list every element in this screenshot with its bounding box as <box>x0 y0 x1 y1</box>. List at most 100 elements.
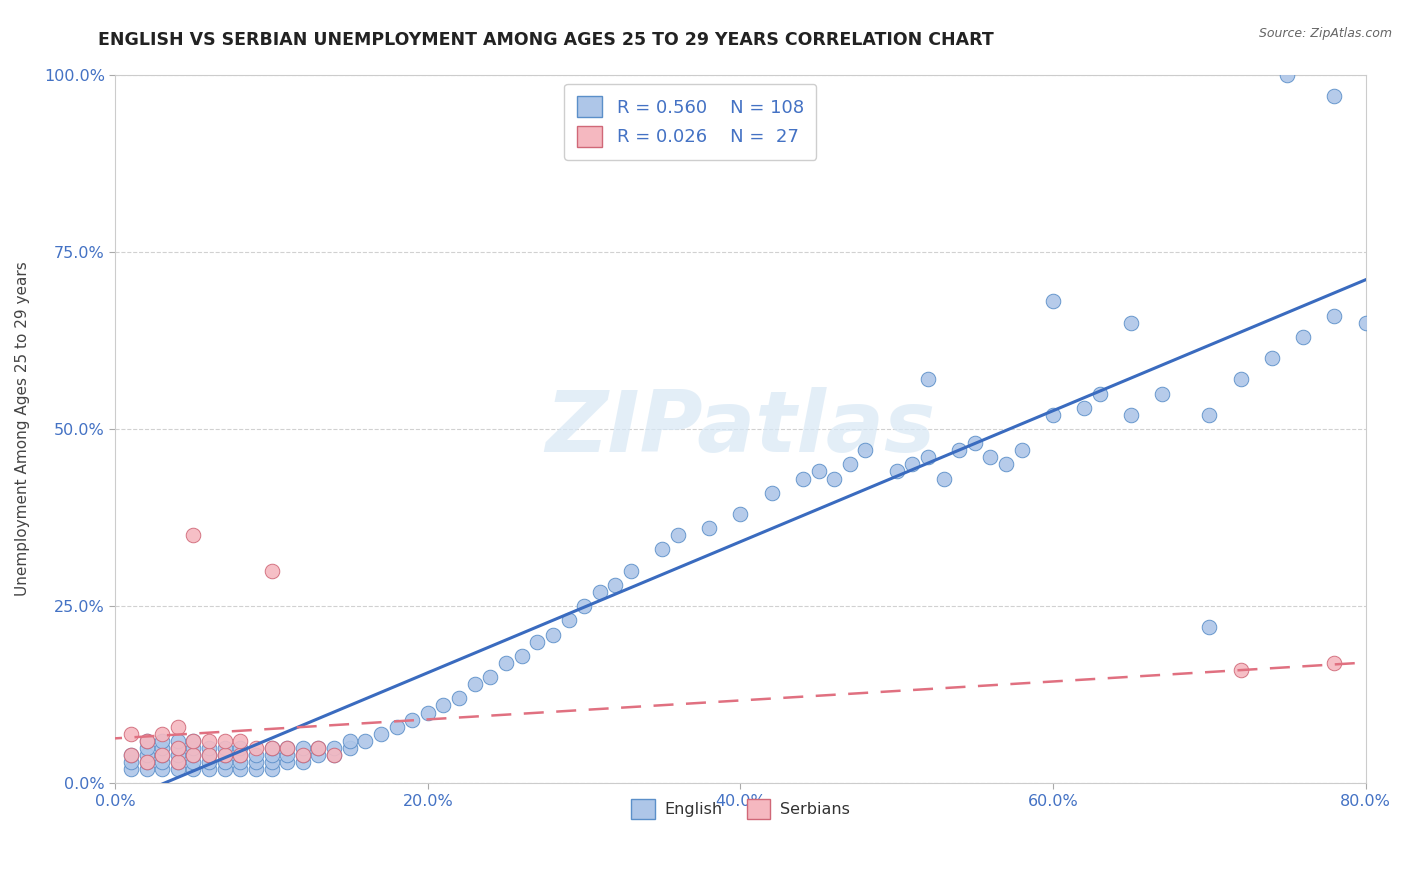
Text: Source: ZipAtlas.com: Source: ZipAtlas.com <box>1258 27 1392 40</box>
Point <box>339 741 361 756</box>
Point <box>120 747 142 762</box>
Point <box>260 741 283 756</box>
Point <box>166 720 188 734</box>
Point <box>166 755 188 769</box>
Point <box>245 741 267 756</box>
Point <box>1121 408 1143 422</box>
Point <box>370 727 392 741</box>
Point <box>166 741 188 756</box>
Point <box>1229 372 1251 386</box>
Point <box>245 762 267 776</box>
Point <box>948 443 970 458</box>
Point <box>150 747 173 762</box>
Point <box>1323 88 1346 103</box>
Point <box>1011 443 1033 458</box>
Point <box>183 528 205 542</box>
Point <box>323 741 346 756</box>
Point <box>120 747 142 762</box>
Point <box>932 472 955 486</box>
Point <box>150 727 173 741</box>
Point <box>229 747 252 762</box>
Point <box>183 734 205 748</box>
Point <box>260 755 283 769</box>
Point <box>901 458 924 472</box>
Point <box>605 578 627 592</box>
Point <box>229 747 252 762</box>
Point <box>308 747 330 762</box>
Point <box>1088 386 1111 401</box>
Point <box>1229 663 1251 677</box>
Point <box>276 741 298 756</box>
Point <box>651 542 673 557</box>
Point <box>260 741 283 756</box>
Point <box>557 613 579 627</box>
Point <box>166 741 188 756</box>
Point <box>1121 316 1143 330</box>
Point <box>150 755 173 769</box>
Point <box>166 762 188 776</box>
Point <box>1152 386 1174 401</box>
Point <box>198 747 221 762</box>
Point <box>495 656 517 670</box>
Point <box>229 762 252 776</box>
Point <box>291 741 314 756</box>
Point <box>120 755 142 769</box>
Point <box>464 677 486 691</box>
Point <box>1261 351 1284 365</box>
Point <box>245 755 267 769</box>
Point <box>1354 316 1376 330</box>
Point <box>198 755 221 769</box>
Point <box>135 755 157 769</box>
Point <box>198 747 221 762</box>
Point <box>385 720 408 734</box>
Point <box>214 762 236 776</box>
Point <box>979 450 1001 465</box>
Point <box>120 762 142 776</box>
Point <box>823 472 845 486</box>
Point <box>963 436 986 450</box>
Point <box>276 747 298 762</box>
Point <box>260 747 283 762</box>
Point <box>214 741 236 756</box>
Point <box>1323 309 1346 323</box>
Point <box>183 734 205 748</box>
Point <box>510 648 533 663</box>
Point <box>135 734 157 748</box>
Point <box>150 747 173 762</box>
Point <box>589 585 612 599</box>
Point <box>229 755 252 769</box>
Point <box>135 741 157 756</box>
Point <box>1073 401 1095 415</box>
Point <box>541 627 564 641</box>
Point <box>1292 330 1315 344</box>
Point <box>666 528 689 542</box>
Point <box>166 734 188 748</box>
Point <box>291 747 314 762</box>
Point <box>354 734 377 748</box>
Point <box>807 465 830 479</box>
Point <box>183 747 205 762</box>
Point <box>917 450 939 465</box>
Point <box>416 706 439 720</box>
Point <box>166 755 188 769</box>
Point <box>1042 294 1064 309</box>
Point <box>183 762 205 776</box>
Point <box>183 755 205 769</box>
Point <box>198 734 221 748</box>
Point <box>135 755 157 769</box>
Point <box>150 762 173 776</box>
Point <box>792 472 814 486</box>
Point <box>620 564 643 578</box>
Point <box>229 741 252 756</box>
Point <box>135 747 157 762</box>
Point <box>1277 68 1299 82</box>
Point <box>260 564 283 578</box>
Point <box>276 755 298 769</box>
Point <box>339 734 361 748</box>
Point <box>886 465 908 479</box>
Point <box>855 443 877 458</box>
Point <box>120 727 142 741</box>
Point <box>166 747 188 762</box>
Point <box>276 741 298 756</box>
Point <box>150 741 173 756</box>
